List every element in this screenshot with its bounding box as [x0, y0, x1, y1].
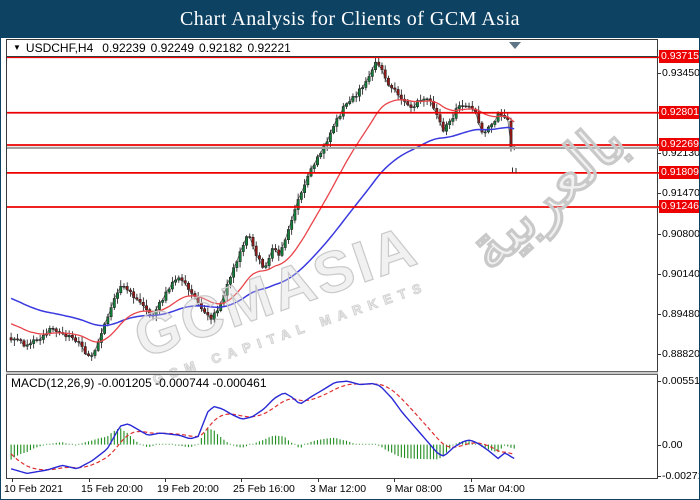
price-tick-dash [658, 354, 661, 355]
macd-axis-label: 0.005518 [662, 374, 700, 387]
macd-axis-label: 0.00 [662, 438, 683, 451]
price-tick-label: 0.91470 [662, 187, 700, 200]
time-axis-label: 9 Mar 08:00 [386, 483, 443, 495]
time-tick-dash [471, 479, 472, 482]
price-tick-label: 0.90140 [662, 268, 700, 280]
time-axis-label: 25 Feb 16:00 [233, 483, 295, 495]
time-tick-dash [318, 479, 319, 482]
price-tick-label: 0.88820 [662, 348, 700, 360]
time-tick-dash [394, 479, 395, 482]
time-tick-dash [165, 479, 166, 482]
price-tick-label: 0.89480 [662, 308, 700, 320]
price-level-badge: 0.91246 [659, 199, 699, 213]
panel-splitter[interactable] [6, 371, 658, 375]
price-tick-label: 0.90800 [662, 228, 700, 240]
price-level-badge: 0.92801 [659, 105, 699, 119]
time-axis-label: 15 Feb 20:00 [81, 483, 143, 495]
quote-low: 0.92182 [199, 41, 243, 55]
price-tick-dash [658, 234, 661, 235]
price-tick-dash [658, 274, 661, 275]
time-tick-dash [241, 479, 242, 482]
quote-open: 0.92239 [102, 41, 146, 55]
price-tick-dash [658, 314, 661, 315]
macd-tick-dash [658, 475, 661, 477]
price-tick-dash [658, 73, 661, 75]
quote-close: 0.92221 [247, 41, 291, 55]
macd-axis-label: -0.002718 [662, 469, 699, 482]
chart-shift-marker-icon[interactable] [509, 42, 521, 49]
time-axis-label: 15 Mar 04:00 [463, 483, 525, 495]
time-tick-dash [89, 479, 90, 482]
price-tick-label: 0.93450 [662, 67, 700, 80]
quote-high: 0.92249 [150, 41, 195, 55]
quote-bar: ▼ USDCHF,H4 0.92239 0.92249 0.92182 0.92… [6, 39, 658, 57]
time-axis-label: 3 Mar 12:00 [310, 483, 367, 495]
price-tick-dash [658, 153, 661, 155]
macd-tick-dash [658, 444, 661, 446]
symbol-label: USDCHF,H4 [25, 41, 94, 55]
page-title: Chart Analysis for Clients of GCM Asia [179, 8, 521, 30]
price-level-badge: 0.91809 [659, 165, 699, 179]
macd-tick-dash [658, 380, 661, 382]
title-bar: Chart Analysis for Clients of GCM Asia [1, 1, 699, 38]
time-axis-label: 10 Feb 2021 [4, 483, 63, 495]
time-tick-dash [12, 479, 13, 482]
price-tick-dash [658, 193, 661, 195]
price-level-badge: 0.93715 [659, 50, 699, 64]
time-axis-label: 19 Feb 20:00 [157, 483, 219, 495]
macd-indicator-label: MACD(12,26,9) -0.001205 -0.000744 -0.000… [11, 376, 267, 390]
symbol-dropdown-icon[interactable]: ▼ [13, 43, 21, 52]
price-level-badge: 0.92269 [659, 137, 699, 151]
